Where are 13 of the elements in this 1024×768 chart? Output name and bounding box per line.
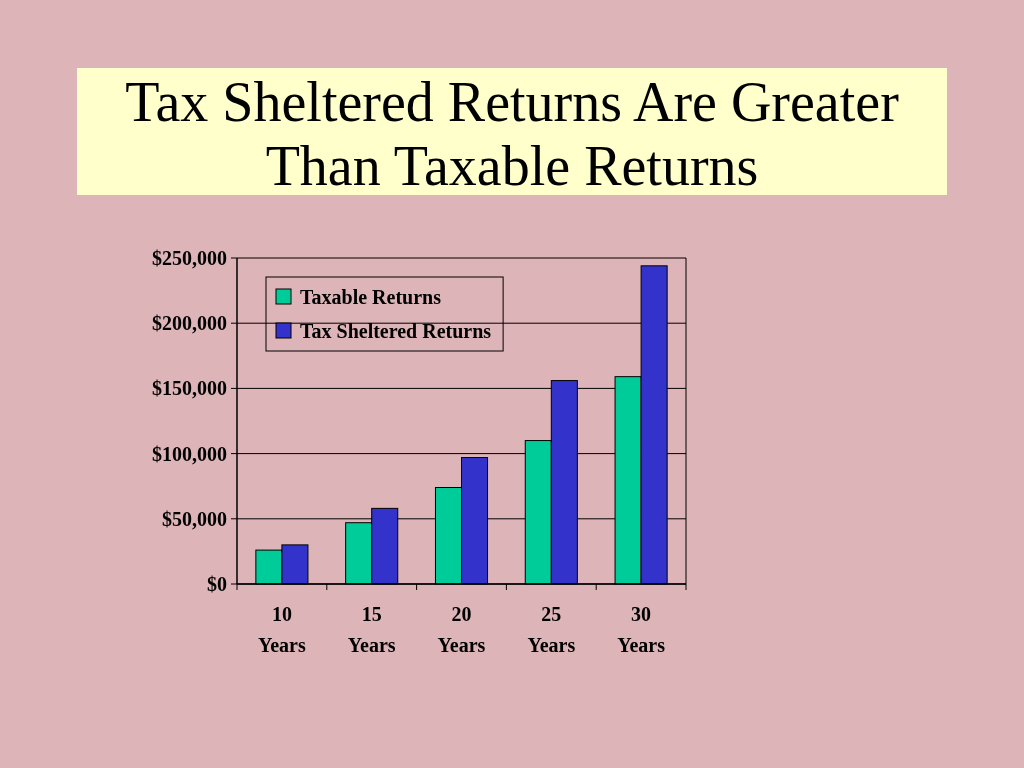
legend-label: Taxable Returns [300, 286, 442, 308]
x-tick-label: 25 Years [527, 603, 576, 656]
y-tick-label: $200,000 [152, 312, 227, 335]
y-tick-label: $250,000 [152, 247, 227, 269]
y-tick-label: $100,000 [152, 442, 227, 465]
x-tick-label: 30 Years [617, 603, 666, 656]
x-tick-label: 15 Years [347, 603, 396, 656]
y-tick-label: $50,000 [162, 507, 227, 530]
y-tick-label: $150,000 [152, 377, 227, 400]
x-tick-label: 10 Years [258, 603, 306, 656]
x-tick-label: 20 Years [437, 603, 486, 656]
legend-label: Tax Sheltered Returns [300, 320, 492, 342]
y-tick-label: $0 [207, 573, 227, 595]
